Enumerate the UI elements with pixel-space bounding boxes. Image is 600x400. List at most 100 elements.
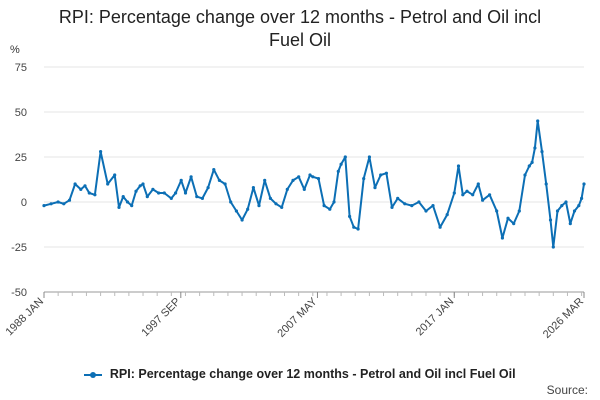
data-point xyxy=(56,200,60,204)
y-tick-label: 50 xyxy=(15,107,27,119)
data-point xyxy=(580,196,584,200)
y-tick-label: -50 xyxy=(11,287,27,299)
data-point xyxy=(445,213,449,217)
data-point xyxy=(121,195,125,199)
data-point xyxy=(99,150,103,154)
data-point xyxy=(560,204,564,208)
legend-label: RPI: Percentage change over 12 months - … xyxy=(109,367,516,381)
data-point xyxy=(113,173,117,177)
data-point xyxy=(151,187,155,191)
data-point xyxy=(555,209,560,213)
data-point xyxy=(179,178,183,182)
series-line xyxy=(43,120,585,248)
data-point xyxy=(424,209,428,213)
data-point xyxy=(465,189,469,193)
data-point xyxy=(138,184,142,188)
data-point xyxy=(134,189,138,193)
data-point xyxy=(93,193,97,197)
data-point xyxy=(291,178,295,182)
data-point xyxy=(200,196,204,200)
data-point xyxy=(551,245,555,249)
data-point xyxy=(533,146,537,150)
data-point xyxy=(572,209,577,213)
data-point xyxy=(257,204,261,208)
data-point xyxy=(431,204,435,208)
data-point xyxy=(410,204,414,208)
data-point xyxy=(268,196,272,200)
data-point xyxy=(263,178,267,182)
data-point xyxy=(311,175,315,179)
data-point xyxy=(195,195,199,199)
data-point xyxy=(517,209,521,213)
data-point xyxy=(396,196,400,200)
data-point xyxy=(495,209,499,213)
data-point xyxy=(384,171,388,175)
data-point xyxy=(582,182,586,186)
data-point xyxy=(452,191,456,195)
chart-title-line-1: RPI: Percentage change over 12 months - … xyxy=(58,7,542,27)
data-point xyxy=(348,214,352,218)
data-point xyxy=(169,196,173,200)
y-tick-label: 25 xyxy=(15,152,27,164)
data-point xyxy=(471,193,475,197)
chart-title: RPI: Percentage change over 12 months - … xyxy=(0,6,600,52)
data-point xyxy=(206,186,210,190)
data-point xyxy=(83,184,87,188)
data-point xyxy=(540,150,544,154)
data-point xyxy=(367,155,371,159)
data-point xyxy=(500,236,504,240)
data-point xyxy=(67,198,72,202)
data-point xyxy=(488,193,492,197)
data-point xyxy=(343,155,347,159)
data-point xyxy=(229,200,233,204)
data-point xyxy=(536,119,540,123)
data-point xyxy=(328,207,332,211)
data-point xyxy=(356,227,360,231)
y-tick-label: 75 xyxy=(15,62,27,74)
data-point xyxy=(506,216,510,220)
data-point xyxy=(336,169,340,173)
data-point xyxy=(162,191,166,195)
x-tick-label: 1997 SEP xyxy=(139,296,183,340)
data-point xyxy=(512,222,516,226)
data-point xyxy=(130,204,134,208)
data-point xyxy=(145,195,149,199)
data-point xyxy=(251,186,255,190)
data-point xyxy=(280,205,284,209)
data-point xyxy=(106,182,110,186)
data-point xyxy=(73,182,77,186)
data-point xyxy=(302,187,306,191)
legend-swatch-icon xyxy=(84,370,103,380)
data-point xyxy=(157,191,161,195)
data-point xyxy=(548,218,553,222)
data-point xyxy=(297,175,301,179)
data-point xyxy=(481,198,485,202)
chart-title-line-2: Fuel Oil xyxy=(268,30,331,50)
x-tick-label: 2017 JAN xyxy=(414,296,457,339)
data-point xyxy=(189,175,193,179)
data-point xyxy=(125,200,130,204)
data-point xyxy=(62,202,66,206)
data-point xyxy=(240,218,244,222)
data-point xyxy=(339,162,343,166)
data-point xyxy=(527,164,531,168)
x-tick-label: 2007 MAY xyxy=(275,295,320,340)
data-point xyxy=(217,178,221,182)
data-point xyxy=(183,191,188,195)
data-point xyxy=(564,200,568,204)
data-point xyxy=(456,164,461,168)
data-point xyxy=(316,177,321,181)
x-tick-label: 1988 JAN xyxy=(3,296,46,339)
data-point xyxy=(87,191,91,195)
source-label: Source: xyxy=(546,383,588,397)
data-point xyxy=(568,222,572,226)
data-point xyxy=(577,204,581,208)
data-point xyxy=(285,187,289,191)
data-point xyxy=(362,177,366,181)
x-tick-label: 2026 MAR xyxy=(541,296,586,341)
y-axis-unit-label: % xyxy=(10,44,20,56)
legend[interactable]: RPI: Percentage change over 12 months - … xyxy=(0,367,600,381)
data-point xyxy=(322,204,326,208)
data-point xyxy=(461,193,465,197)
